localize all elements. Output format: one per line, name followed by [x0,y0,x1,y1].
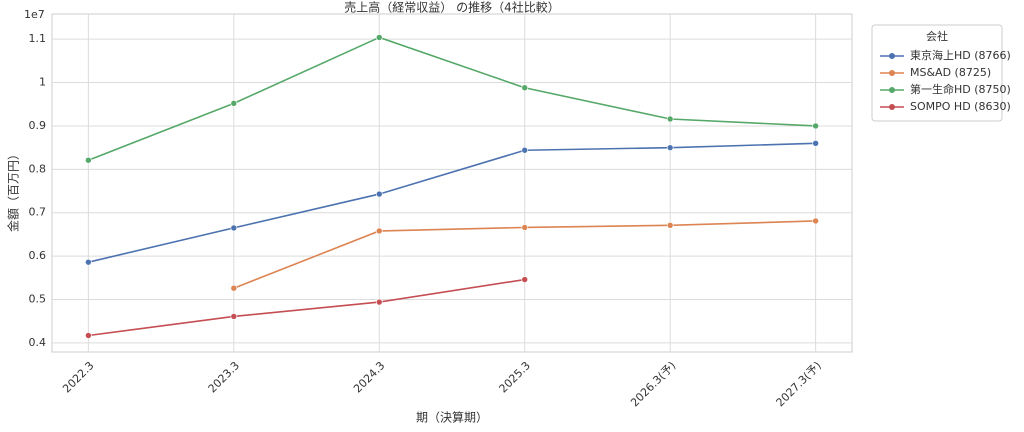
y-tick-label: 0.4 [29,336,47,349]
y-tick-label: 1.1 [29,32,47,45]
data-point [85,332,92,339]
data-point [521,146,529,154]
data-point [666,144,674,151]
legend-label: 第一生命HD (8750) [910,82,1011,96]
legend-marker [889,53,895,59]
data-point [812,217,819,225]
legend-marker [889,70,895,76]
chart-title: 売上高（経常収益） の推移（4社比較） [344,0,559,15]
legend [871,24,1003,122]
data-point [230,100,238,107]
x-tick-label: 2027.3(予) [774,359,824,409]
x-tick-label: 2026.3(予) [628,359,678,409]
data-point [666,222,674,229]
x-tick-label: 2023.3 [206,359,242,395]
x-tick-label: 2024.3 [351,359,387,395]
y-tick-label: 1 [39,76,46,89]
data-point [230,313,238,320]
plot-area [51,13,853,353]
x-axis-label: 期（決算期） [416,410,488,425]
data-point [230,224,238,232]
series-line [88,36,816,161]
data-point [812,122,819,130]
data-point [375,227,383,235]
y-tick-label: 0.8 [29,162,47,175]
y-axis-label: 金額（百万円） [6,148,21,232]
data-point [521,224,529,231]
series-line [88,278,525,337]
legend-marker [889,87,895,93]
data-point [85,258,92,266]
legend-label: 東京海上HD (8766) [910,48,1011,62]
y-tick-label: 0.6 [29,249,47,262]
legend-label: SOMPO HD (8630) [910,100,1011,113]
legend-label: MS&AD (8725) [910,66,991,79]
series-line [88,142,816,263]
data-point [85,156,92,164]
data-point [812,139,819,147]
x-tick-label: 2022.3 [60,359,96,395]
y-tick-label: 0.7 [29,206,47,219]
data-point [521,84,529,92]
data-point [375,34,383,41]
legend-marker [889,104,895,110]
y-tick-label: 0.9 [29,119,47,132]
data-point [521,276,529,283]
y-offset-label: 1e7 [24,8,45,21]
data-point [375,190,383,198]
data-point [230,284,238,292]
data-point [666,115,674,123]
data-point [375,298,383,306]
y-tick-label: 0.5 [29,292,47,305]
x-tick-label: 2025.3 [497,359,533,395]
legend-title: 会社 [926,29,948,43]
